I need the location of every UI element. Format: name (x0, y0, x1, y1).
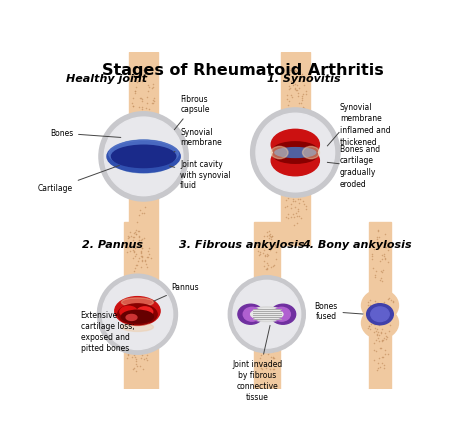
Ellipse shape (256, 113, 335, 192)
Ellipse shape (104, 117, 183, 196)
Ellipse shape (121, 310, 154, 323)
Ellipse shape (117, 150, 171, 196)
Ellipse shape (228, 276, 305, 353)
Ellipse shape (251, 108, 340, 197)
Ellipse shape (273, 142, 318, 159)
Text: Fibrous
capsule: Fibrous capsule (174, 94, 210, 130)
Bar (124, 222, 151, 290)
Ellipse shape (238, 304, 264, 324)
Text: Synovial
membrane: Synovial membrane (174, 128, 222, 152)
Ellipse shape (244, 280, 290, 319)
Ellipse shape (269, 113, 321, 158)
Bar (254, 222, 280, 291)
Ellipse shape (247, 307, 286, 322)
Ellipse shape (275, 148, 316, 157)
Ellipse shape (113, 278, 162, 320)
Bar (254, 337, 280, 389)
Text: 3. Fibrous ankylosis: 3. Fibrous ankylosis (179, 239, 304, 250)
Text: Bones
fused: Bones fused (314, 302, 363, 321)
Bar (129, 52, 158, 130)
Ellipse shape (97, 274, 177, 354)
Ellipse shape (99, 112, 188, 201)
Ellipse shape (117, 117, 171, 162)
Ellipse shape (271, 146, 319, 176)
Bar (129, 183, 158, 389)
Text: 4. Bony ankylosis: 4. Bony ankylosis (302, 239, 412, 250)
Bar (124, 338, 151, 389)
Text: 2. Pannus: 2. Pannus (82, 239, 143, 250)
Ellipse shape (102, 279, 173, 350)
Ellipse shape (233, 281, 301, 348)
Bar (281, 52, 310, 126)
Ellipse shape (362, 307, 399, 339)
Bar (369, 314, 391, 389)
Ellipse shape (121, 298, 154, 307)
Ellipse shape (243, 307, 261, 321)
Text: Extensive
cartilage loss;
exposed and
pitted bones: Extensive cartilage loss; exposed and pi… (81, 311, 134, 354)
Text: Bones and
cartilage
gradually
eroded: Bones and cartilage gradually eroded (340, 145, 380, 189)
Ellipse shape (137, 307, 153, 317)
Ellipse shape (107, 140, 180, 173)
Text: Cartilage: Cartilage (38, 165, 119, 193)
Text: Joint invaded
by fibrous
connective
tissue: Joint invaded by fibrous connective tiss… (232, 326, 283, 402)
Ellipse shape (302, 146, 319, 159)
Ellipse shape (270, 304, 296, 324)
Ellipse shape (119, 160, 168, 173)
Ellipse shape (115, 297, 160, 326)
Ellipse shape (271, 129, 319, 160)
Ellipse shape (251, 309, 283, 320)
Ellipse shape (118, 304, 157, 325)
Ellipse shape (271, 146, 288, 159)
Ellipse shape (111, 145, 176, 167)
Ellipse shape (119, 140, 168, 153)
Ellipse shape (121, 323, 154, 331)
Ellipse shape (362, 290, 399, 321)
Ellipse shape (371, 307, 389, 322)
Ellipse shape (244, 309, 290, 348)
Ellipse shape (269, 147, 321, 192)
Ellipse shape (109, 140, 178, 167)
Text: Bones: Bones (50, 128, 121, 138)
Text: Joint cavity
with synovial
fluid: Joint cavity with synovial fluid (170, 160, 231, 190)
Ellipse shape (113, 309, 162, 350)
Ellipse shape (126, 315, 137, 320)
Ellipse shape (273, 146, 318, 163)
Text: Stages of Rheumatoid Arthritis: Stages of Rheumatoid Arthritis (102, 63, 384, 78)
Bar (369, 222, 391, 314)
Bar (281, 179, 310, 245)
Ellipse shape (120, 306, 137, 317)
Text: Synovial
membrane
inflamed and
thickened: Synovial membrane inflamed and thickened (340, 103, 391, 147)
Text: Pannus: Pannus (154, 282, 199, 301)
Text: 1. Synovitis: 1. Synovitis (267, 74, 340, 84)
Text: Healthy joint: Healthy joint (66, 74, 147, 84)
Ellipse shape (273, 307, 291, 321)
Ellipse shape (367, 304, 393, 325)
